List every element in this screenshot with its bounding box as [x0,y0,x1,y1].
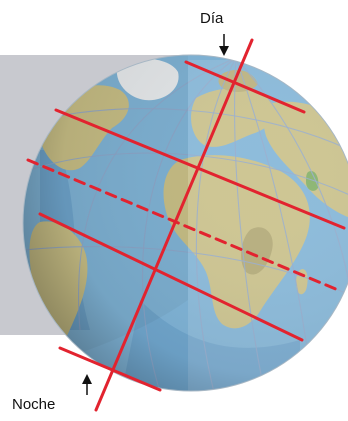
antarctic-circle-line [58,346,162,392]
tropic-of-cancer-line [54,108,346,230]
arrow-down-icon [219,34,229,56]
globe-outline [22,54,348,392]
earth-axis-line [94,38,254,412]
arctic-circle-line [184,60,306,114]
arrow-up-icon [82,374,92,395]
day-label: Día [200,10,224,27]
tropic-of-capricorn-line [38,212,304,342]
equator-line [26,158,340,292]
latitude-line-group [26,38,346,412]
globe-shading [23,55,348,391]
night-label: Noche [12,396,56,413]
